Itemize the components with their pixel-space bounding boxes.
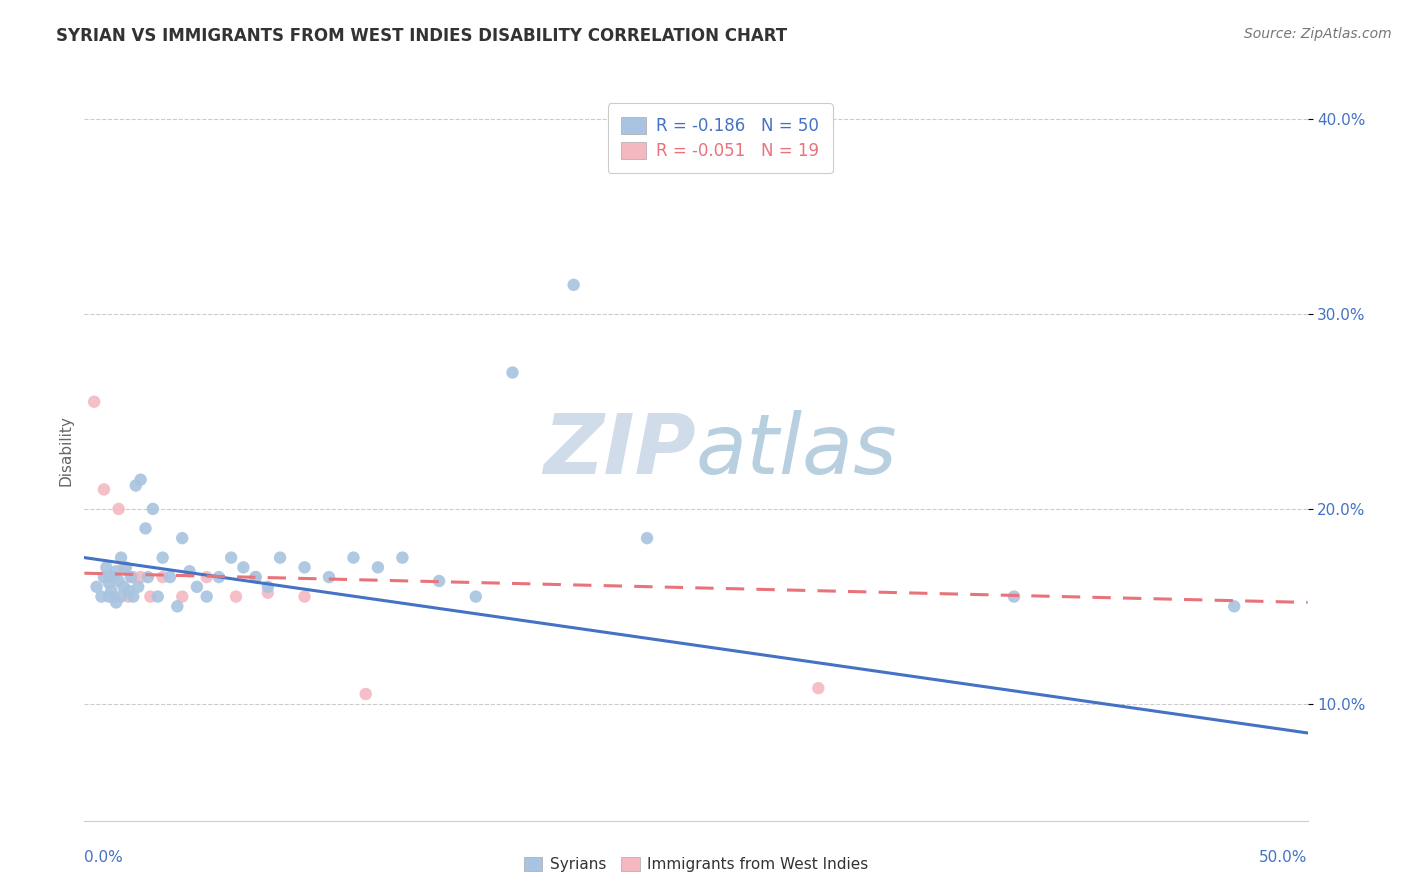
Point [103, 590, 125, 604]
Text: ZIP: ZIP [543, 410, 696, 491]
Point [152, 570, 174, 584]
Point [427, 574, 450, 588]
Point [135, 521, 157, 535]
Point [294, 560, 316, 574]
Point [807, 681, 830, 695]
Point [225, 590, 247, 604]
Point [146, 590, 169, 604]
Point [83, 394, 105, 409]
Point [125, 478, 148, 492]
Point [97, 570, 120, 584]
Point [257, 580, 280, 594]
Point [636, 531, 658, 545]
Point [103, 570, 125, 584]
Point [127, 580, 149, 594]
Point [107, 502, 129, 516]
Point [562, 277, 585, 292]
Point [354, 687, 377, 701]
Point [93, 570, 115, 584]
Point [90, 590, 112, 604]
Point [97, 590, 120, 604]
Point [117, 590, 139, 604]
Point [179, 564, 201, 578]
Point [117, 583, 139, 598]
Point [110, 590, 132, 604]
Point [97, 576, 120, 591]
Point [139, 590, 162, 604]
Point [391, 550, 413, 565]
Point [257, 585, 280, 599]
Text: 0.0%: 0.0% [84, 850, 124, 865]
Point [93, 483, 115, 497]
Y-axis label: Disability: Disability [58, 415, 73, 486]
Point [105, 564, 128, 578]
Point [107, 574, 129, 588]
Point [129, 473, 152, 487]
Point [112, 580, 135, 594]
Point [142, 502, 165, 516]
Point [1223, 599, 1246, 614]
Text: Source: ZipAtlas.com: Source: ZipAtlas.com [1244, 27, 1392, 41]
Point [186, 580, 208, 594]
Point [96, 560, 118, 574]
Point [208, 570, 231, 584]
Point [100, 583, 122, 598]
Point [110, 550, 132, 565]
Point [195, 590, 218, 604]
Point [136, 570, 159, 584]
Point [122, 570, 145, 584]
Point [464, 590, 486, 604]
Point [112, 560, 135, 574]
Point [367, 560, 389, 574]
Point [122, 590, 145, 604]
Point [120, 570, 142, 584]
Point [342, 550, 364, 565]
Point [129, 570, 152, 584]
Point [245, 570, 267, 584]
Point [195, 570, 218, 584]
Point [105, 595, 128, 609]
Point [232, 560, 254, 574]
Point [294, 590, 316, 604]
Point [115, 560, 138, 574]
Point [219, 550, 242, 565]
Text: SYRIAN VS IMMIGRANTS FROM WEST INDIES DISABILITY CORRELATION CHART: SYRIAN VS IMMIGRANTS FROM WEST INDIES DI… [56, 27, 787, 45]
Point [86, 580, 108, 594]
Point [269, 550, 291, 565]
Legend: Syrians, Immigrants from West Indies: Syrians, Immigrants from West Indies [516, 849, 876, 880]
Point [166, 599, 188, 614]
Point [245, 570, 267, 584]
Point [172, 531, 194, 545]
Point [152, 550, 174, 565]
Point [502, 366, 524, 380]
Point [318, 570, 340, 584]
Text: 50.0%: 50.0% [1260, 850, 1308, 865]
Text: atlas: atlas [696, 410, 897, 491]
Point [172, 590, 194, 604]
Point [1002, 590, 1025, 604]
Point [159, 570, 181, 584]
